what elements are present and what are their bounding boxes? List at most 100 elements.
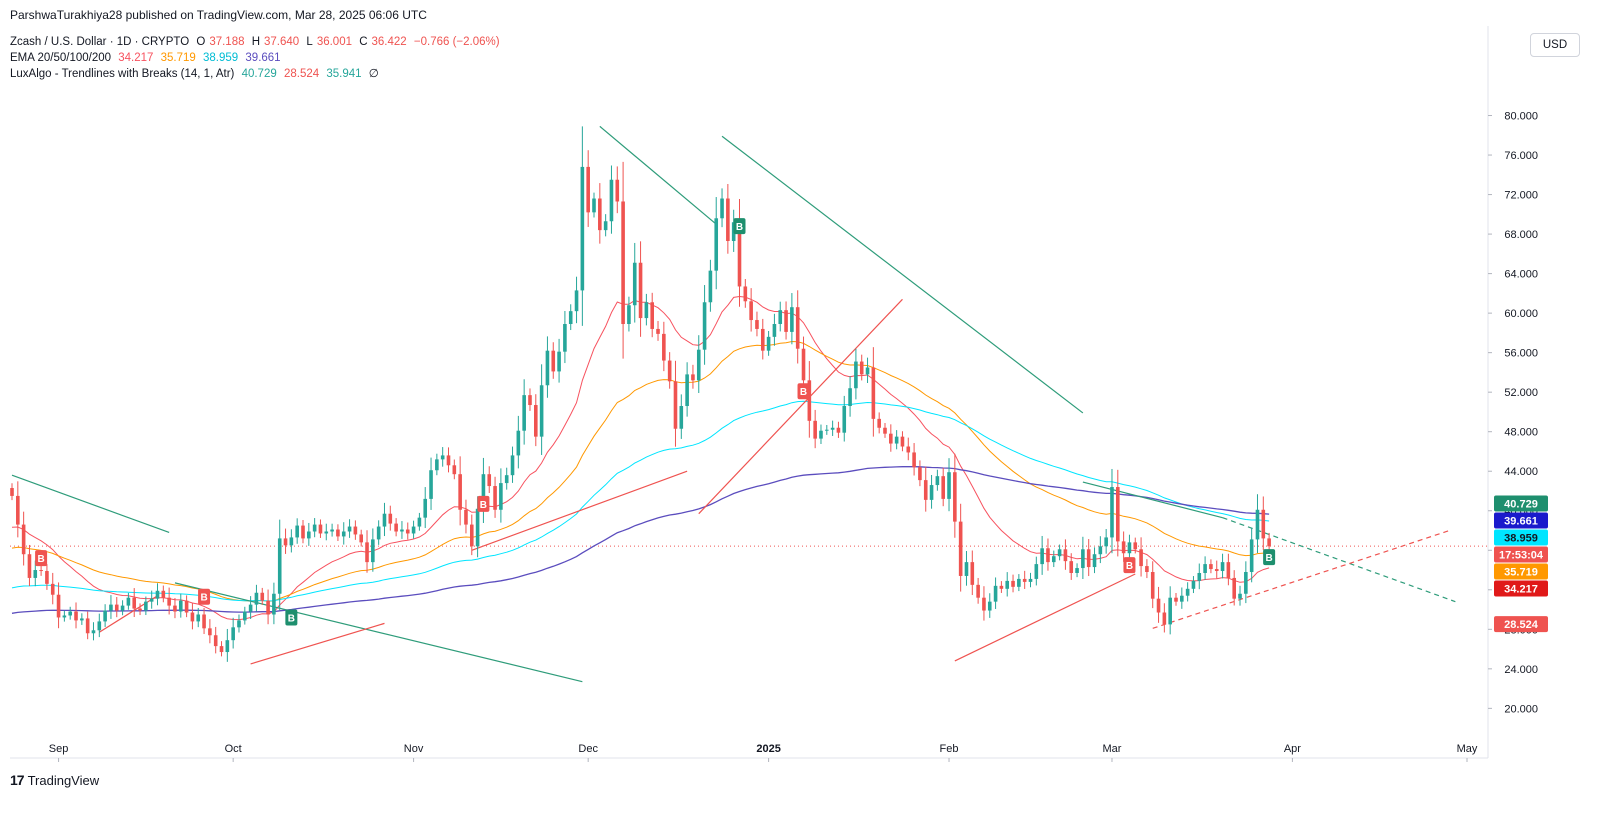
uptrend-line (698, 298, 903, 515)
candle (801, 336, 806, 391)
price-label: 39.661 (1494, 512, 1548, 529)
candle (999, 581, 1004, 593)
candle (231, 617, 235, 649)
candle-body (976, 584, 980, 598)
x-tick-label: Nov (404, 743, 424, 755)
candle (778, 301, 783, 332)
candle (836, 421, 841, 438)
candle-body (371, 539, 375, 563)
candle (260, 587, 265, 605)
candle (289, 529, 294, 553)
candle-body (10, 488, 14, 496)
candle-body (865, 367, 870, 375)
candle-body (307, 531, 311, 539)
candle-body (50, 583, 55, 595)
candle (1057, 544, 1062, 561)
candle-body (1244, 572, 1248, 594)
candle-body (260, 592, 265, 601)
candle (388, 505, 393, 531)
candle-body (138, 608, 142, 611)
candle-body (336, 529, 340, 537)
signal-badge (477, 495, 490, 512)
signal-bull: B (733, 218, 746, 235)
candle (720, 188, 724, 228)
candle-body (499, 483, 503, 510)
candle-body (918, 467, 922, 481)
tradingview-logo[interactable]: 17 TradingView (10, 772, 99, 788)
candle-body (423, 498, 428, 518)
candle (347, 519, 352, 538)
candle (1063, 539, 1068, 570)
candle-body (237, 620, 241, 628)
legend-ema-row: EMA 20/50/100/200 34.217 35.719 38.959 3… (10, 50, 504, 66)
y-tick-label: 44.000 (1504, 466, 1538, 478)
candle (85, 611, 90, 640)
candle (243, 606, 247, 625)
candle (248, 596, 253, 619)
candle-body (16, 495, 20, 525)
candle-body (638, 262, 643, 319)
ohlc-open: O 37.188 (196, 36, 245, 48)
candle-body (545, 350, 550, 386)
candle-body (1145, 566, 1149, 573)
candle-body (714, 218, 719, 271)
candle-body (1069, 561, 1074, 573)
y-tick-label: 68.000 (1504, 229, 1538, 241)
candle (813, 409, 817, 449)
candle-body (749, 301, 753, 321)
trendlines (11, 125, 1456, 683)
candle-body (1092, 554, 1097, 568)
ema-label[interactable]: EMA 20/50/100/200 (10, 52, 112, 64)
candle (45, 564, 49, 590)
candle (563, 310, 567, 364)
candle (842, 395, 847, 442)
symbol-label[interactable]: Zcash / U.S. Dollar · 1D · CRYPTO (10, 36, 190, 48)
price-label-text: 34.217 (1504, 584, 1538, 596)
candle (1150, 561, 1155, 609)
candle (62, 610, 67, 622)
candle (394, 518, 398, 537)
candle-body (341, 531, 346, 537)
candle-body (440, 455, 445, 460)
candle-body (213, 635, 218, 647)
candle (958, 503, 963, 592)
candle-body (819, 430, 823, 439)
candle (411, 520, 416, 539)
candle (1197, 563, 1202, 590)
candle-body (295, 525, 299, 538)
candle (138, 603, 142, 616)
currency-button[interactable]: USD (1530, 33, 1580, 57)
candle (1104, 529, 1108, 554)
candle-body (56, 594, 61, 618)
candle (883, 423, 887, 438)
candle-body (272, 593, 276, 615)
candle (696, 335, 701, 394)
candle-body (382, 513, 387, 527)
candle (947, 458, 951, 512)
signal-text: B (200, 593, 207, 604)
candle (545, 336, 550, 398)
candle (848, 376, 852, 417)
candle-body (621, 201, 625, 325)
candle-body (842, 406, 847, 433)
candle (400, 521, 404, 539)
y-tick-label: 60.000 (1504, 308, 1538, 320)
candle (580, 126, 585, 326)
candle-body (435, 459, 439, 471)
candle (825, 424, 829, 435)
y-tick-label: 56.000 (1504, 348, 1538, 360)
price-label: 38.959 (1494, 529, 1548, 546)
candle-body (1028, 578, 1033, 582)
candle-body (766, 336, 771, 351)
candle (464, 499, 468, 534)
y-tick-label: 80.000 (1504, 111, 1538, 123)
candle (929, 474, 934, 509)
candle-body (743, 286, 748, 302)
candle (760, 318, 765, 360)
luxalgo-label[interactable]: LuxAlgo - Trendlines with Breaks (14, 1,… (10, 68, 235, 80)
candle-body (353, 526, 358, 535)
candle-body (1162, 612, 1167, 625)
lux-value-2: 28.524 (283, 68, 320, 80)
candle-body (563, 324, 567, 352)
